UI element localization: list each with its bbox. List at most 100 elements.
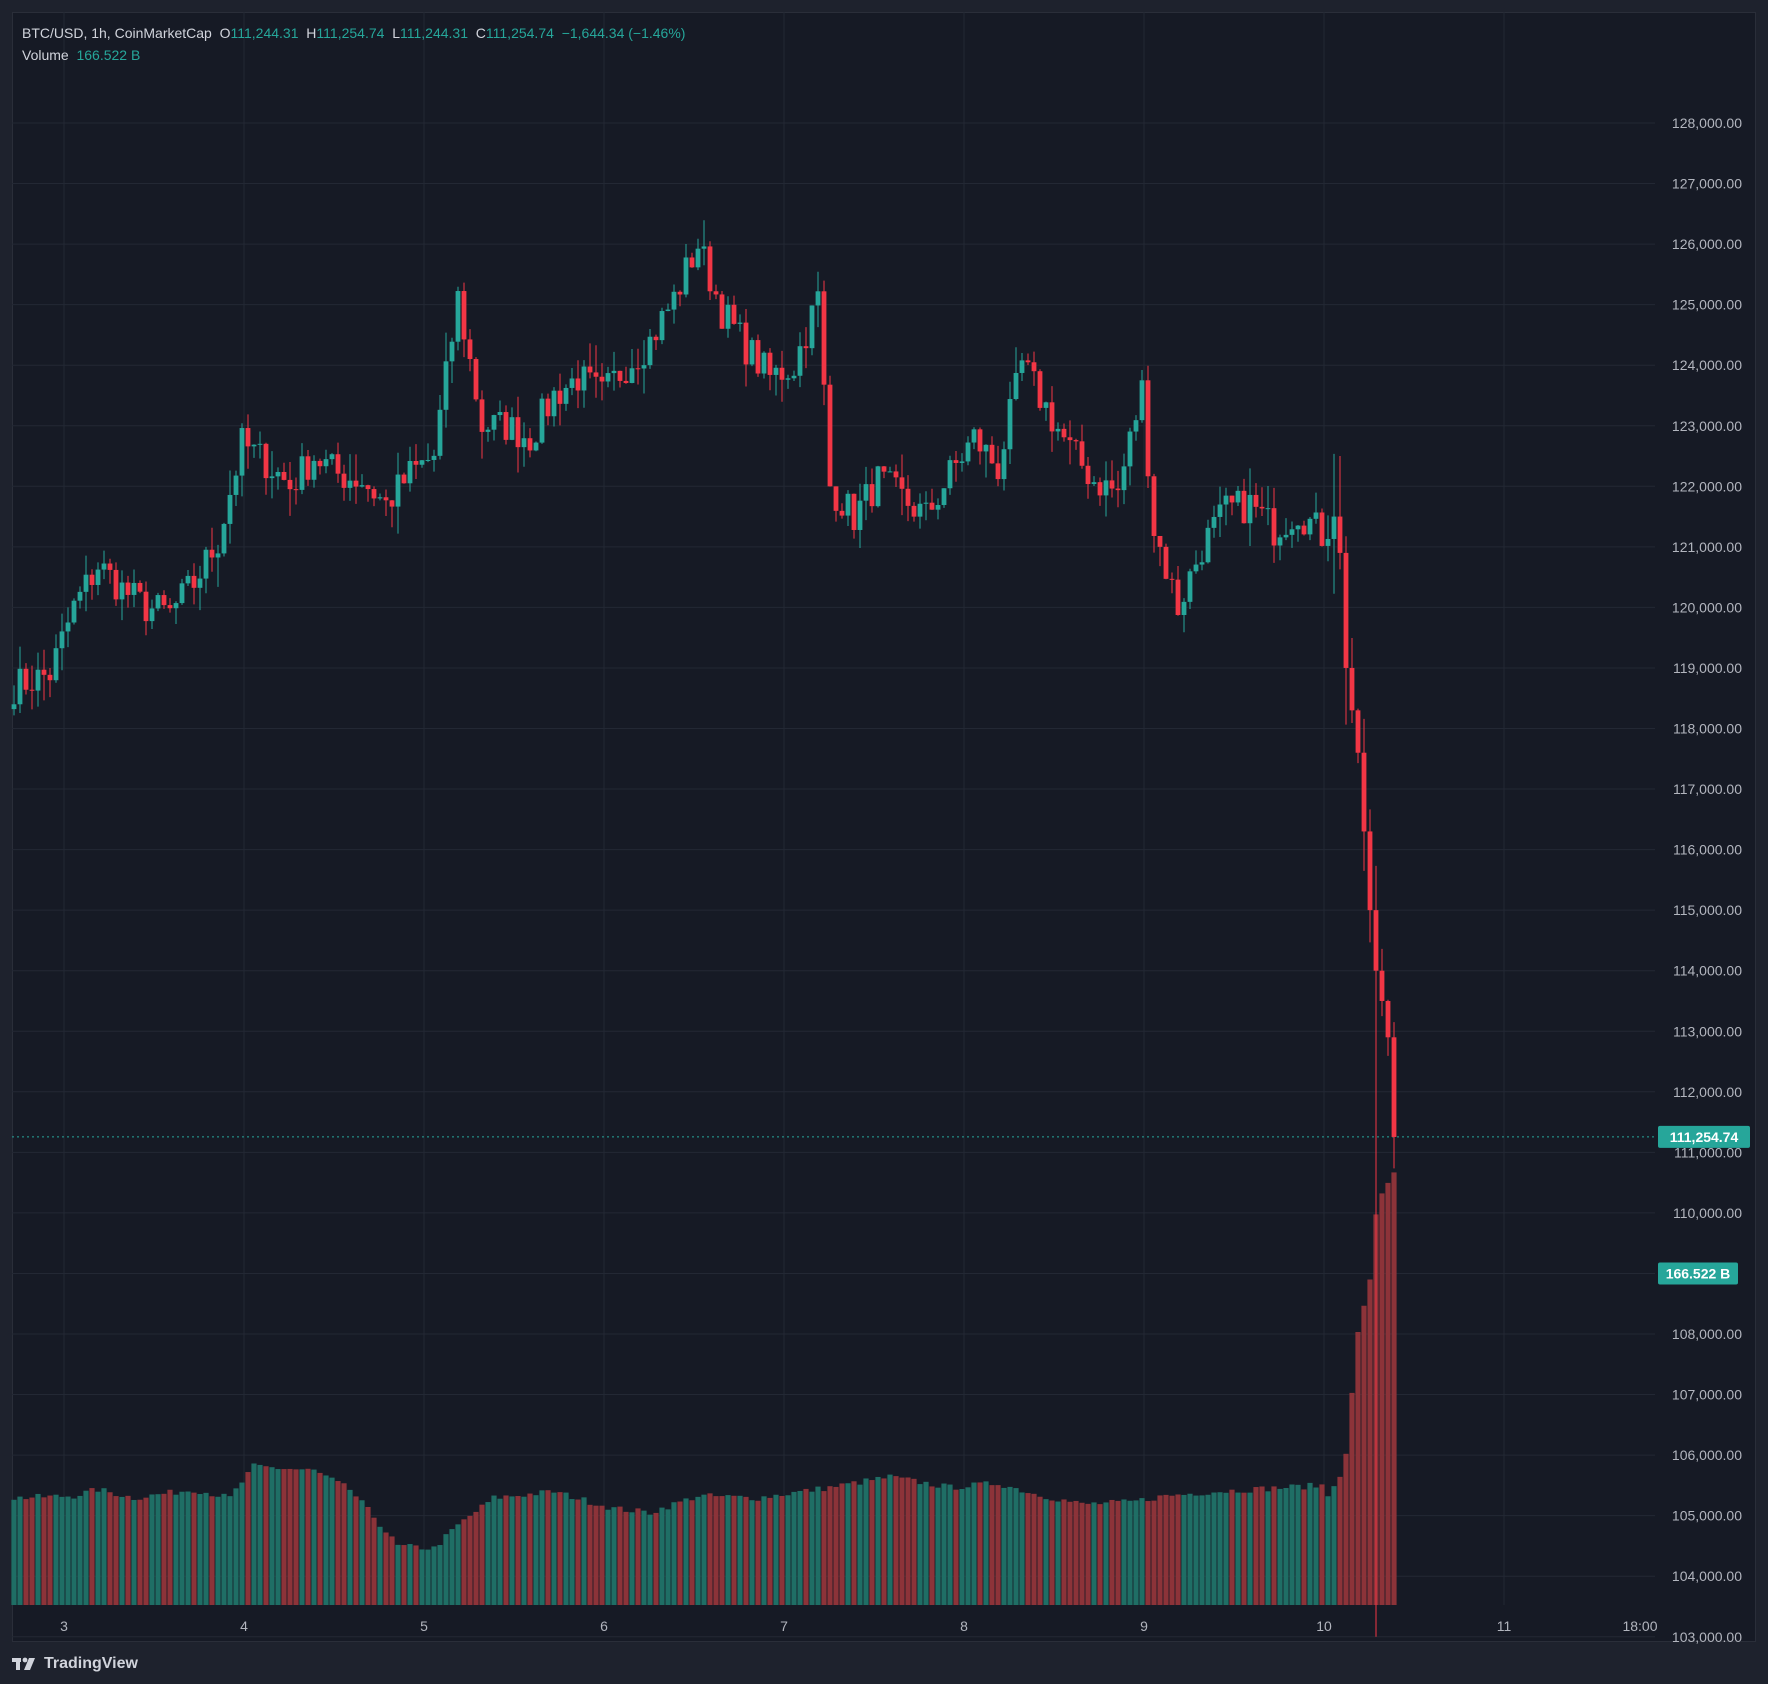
candle [191,563,197,605]
volume-bar [881,1478,887,1605]
candle [671,284,677,324]
candle [1325,515,1331,562]
candle [395,452,401,534]
candle-body [809,305,815,349]
volume-bar [1313,1487,1319,1605]
volume-bars [11,1172,1397,1605]
volume-bar [935,1487,941,1605]
candle-body [29,689,35,691]
candle-body [287,479,293,490]
volume-bar [1385,1182,1391,1605]
candle-body [443,361,449,410]
volume-bar [1271,1486,1277,1605]
volume-bar [923,1481,929,1605]
candle [1391,1022,1397,1169]
candle [791,370,797,382]
close-value: 111,254.74 [485,25,554,41]
volume-bar [131,1499,137,1605]
candle-body [1205,527,1211,563]
candle [587,343,593,379]
tradingview-logo[interactable]: TradingView [12,1651,138,1677]
candle [1247,468,1253,546]
candle-body [11,704,17,710]
candle [1007,381,1013,464]
volume-bar [719,1496,725,1605]
volume-bar [221,1493,227,1605]
candle-body [371,489,377,499]
candle [965,436,971,466]
candle [125,575,131,608]
volume-bar [869,1480,875,1605]
volume-bar [965,1487,971,1605]
candle [689,252,695,268]
volume-bar [485,1502,491,1605]
time-tick-label: 5 [420,1618,428,1634]
volume-bar [53,1494,59,1605]
candle [401,472,407,484]
candle [641,340,647,394]
candle [1307,516,1313,541]
volume-bar [1001,1487,1007,1605]
volume-bar [761,1496,767,1605]
candle [173,601,179,625]
candle-body [1193,564,1199,572]
volume-bar [1343,1453,1349,1605]
candle-body [1343,552,1349,668]
volume-row: Volume 166.522 B [22,44,685,66]
candle [647,328,653,369]
candle-body [467,339,473,360]
candle-body [923,502,929,504]
volume-bar [581,1497,587,1605]
volume-bar [467,1515,473,1605]
volume-bar [647,1514,653,1605]
candle [1109,460,1115,498]
price-tick-label: 113,000.00 [1673,1023,1742,1039]
volume-bar [455,1524,461,1605]
volume-bar [623,1511,629,1605]
volume-bar [677,1501,683,1605]
volume-bar [1163,1494,1169,1605]
close-label: C [475,25,486,41]
candle-body [983,444,989,452]
candle-body [131,582,137,595]
candle [737,314,743,332]
volume-bar [1337,1476,1343,1605]
candle-body [365,485,371,490]
candle [221,522,227,557]
chart-grid [12,12,1655,1638]
candle [35,652,41,707]
candle-body [1187,571,1193,602]
ohlc-row: BTC/USD, 1h, CoinMarketCap O111,244.31 H… [22,22,685,44]
volume-bar [335,1481,341,1605]
candle-body [377,497,383,499]
volume-bar [185,1491,191,1605]
volume-bar [737,1495,743,1605]
candle-body [449,341,455,362]
candle [635,348,641,385]
volume-bar [71,1498,77,1605]
volume-bar [839,1483,845,1605]
candle-body [779,367,785,380]
candle [923,491,929,521]
candle [377,493,383,501]
candle [497,400,503,421]
candle-body [1175,579,1181,615]
candle-body [425,459,431,461]
volume-bar [779,1495,785,1605]
time-tick-label: 9 [1140,1618,1148,1634]
candle [209,527,215,572]
candle-body [329,454,335,460]
volume-bar [1031,1493,1037,1605]
symbol-label[interactable]: BTC/USD, 1h, CoinMarketCap [22,25,212,41]
volume-bar [815,1486,821,1605]
volume-label[interactable]: Volume [22,47,69,63]
candle [305,449,311,486]
candle [995,445,1001,487]
volume-bar [971,1482,977,1605]
candle [743,309,749,387]
tradingview-logo-icon [12,1657,35,1670]
candle [167,598,173,613]
candle [101,550,107,580]
price-tick-label: 124,000.00 [1672,357,1742,373]
